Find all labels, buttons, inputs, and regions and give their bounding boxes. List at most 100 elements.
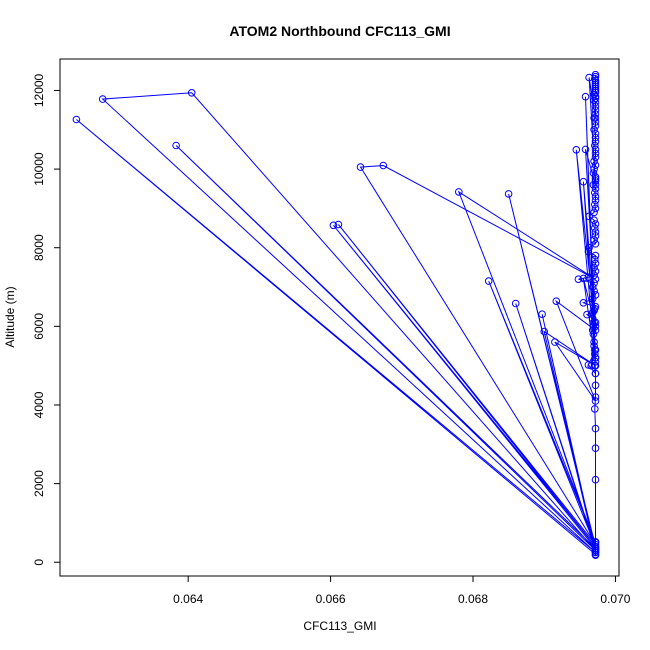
data-point — [329, 221, 338, 230]
data-point — [591, 145, 600, 154]
data-point — [591, 424, 600, 433]
y-tick-label: 4000 — [32, 391, 46, 418]
data-point — [579, 274, 588, 283]
data-point — [591, 80, 600, 89]
data-point — [591, 397, 600, 405]
data-point — [591, 161, 600, 169]
data-point — [591, 78, 600, 87]
data-point — [591, 546, 600, 555]
data-point — [591, 251, 600, 260]
data-point — [572, 146, 581, 154]
data-point — [591, 153, 600, 162]
data-point — [591, 538, 600, 547]
data-point — [591, 192, 600, 201]
data-point — [379, 161, 388, 170]
data-point — [551, 338, 559, 346]
data-point — [590, 216, 598, 224]
data-point — [187, 89, 196, 97]
x-tick-label: 0.064 — [173, 592, 203, 606]
data-point — [591, 405, 599, 413]
plot-frame — [59, 58, 620, 577]
data-point — [590, 126, 598, 134]
data-point — [540, 327, 549, 336]
data-point — [591, 475, 600, 484]
data-point — [591, 542, 600, 551]
data-point — [591, 220, 600, 228]
data-point — [591, 188, 599, 197]
y-tick-label: 6000 — [32, 313, 46, 340]
y-axis: 0 2000 4000 6000 8000 10000 12000 — [32, 73, 60, 566]
data-point — [591, 106, 600, 114]
data-point — [591, 240, 600, 248]
x-tick-label: 0.068 — [458, 592, 488, 606]
data-point — [591, 228, 600, 236]
data-point — [591, 84, 600, 93]
y-tick-label: 8000 — [32, 234, 46, 261]
data-point — [574, 275, 583, 284]
data-point — [455, 188, 463, 196]
data-point — [591, 114, 600, 122]
data-point — [591, 181, 600, 189]
data-point — [484, 277, 493, 285]
series-layer — [72, 70, 600, 560]
data-point — [591, 137, 600, 146]
data-point — [591, 232, 600, 240]
y-axis-label: Altitude (m) — [3, 286, 17, 347]
data-point — [590, 208, 598, 217]
data-point — [579, 177, 588, 186]
data-point — [591, 369, 600, 378]
data-point — [587, 361, 596, 370]
data-point — [591, 354, 600, 362]
data-point — [581, 145, 590, 154]
data-point — [585, 73, 593, 82]
data-point — [591, 544, 600, 553]
x-axis-label: CFC113_GMI — [303, 619, 376, 633]
data-point — [591, 444, 600, 453]
data-point — [552, 297, 561, 306]
data-point — [591, 357, 600, 366]
data-point — [356, 163, 365, 171]
data-point — [334, 220, 343, 229]
data-point — [72, 115, 81, 124]
data-point — [591, 149, 600, 158]
data-point — [172, 141, 180, 150]
y-tick-label: 0 — [32, 559, 46, 566]
series-2 — [72, 73, 600, 559]
data-point — [591, 86, 600, 95]
data-point — [591, 224, 599, 232]
data-point — [591, 548, 600, 557]
data-point — [581, 92, 590, 101]
data-point — [591, 196, 600, 205]
x-axis: 0.064 0.066 0.068 0.070 — [173, 576, 631, 606]
data-point — [591, 326, 600, 335]
y-tick-label: 12000 — [32, 73, 46, 107]
data-point — [511, 299, 520, 308]
data-point — [98, 95, 107, 103]
x-tick-label: 0.070 — [600, 592, 630, 606]
data-point — [538, 310, 546, 319]
y-tick-label: 10000 — [32, 152, 46, 186]
data-point — [591, 275, 600, 284]
data-point — [504, 190, 513, 198]
data-point — [591, 141, 599, 150]
data-point — [591, 200, 599, 209]
data-point — [591, 82, 600, 91]
data-point — [591, 550, 600, 559]
data-point — [591, 540, 600, 549]
data-point — [591, 98, 600, 106]
data-point — [591, 322, 600, 331]
data-point — [591, 88, 600, 97]
data-point — [591, 318, 600, 327]
data-point — [591, 70, 600, 79]
data-point — [591, 204, 600, 213]
x-tick-label: 0.066 — [316, 592, 346, 606]
chart-title: ATOM2 Northbound CFC113_GMI — [229, 23, 450, 39]
data-point — [591, 381, 600, 390]
data-point — [591, 361, 600, 370]
y-tick-label: 2000 — [32, 470, 46, 497]
series-line — [76, 77, 597, 555]
data-point — [591, 346, 600, 354]
data-point — [591, 184, 600, 193]
